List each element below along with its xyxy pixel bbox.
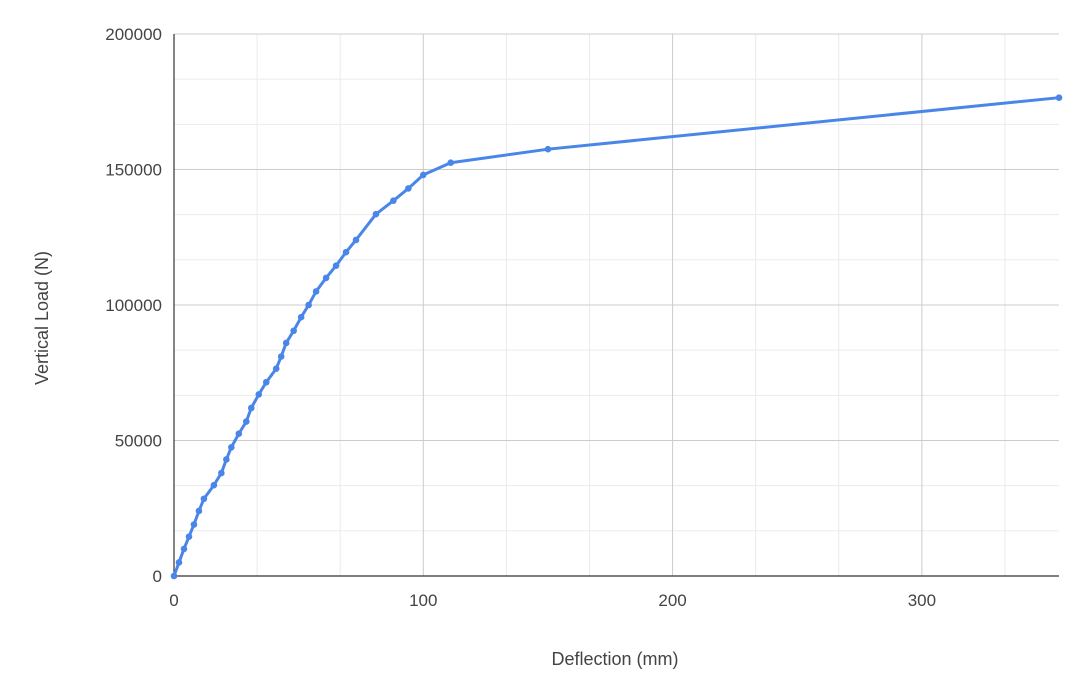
data-point [262, 378, 270, 386]
y-tick-label: 150000 [105, 161, 162, 180]
data-point [185, 533, 193, 541]
data-point [180, 545, 188, 553]
series-layer [170, 94, 1063, 580]
x-tick-label: 0 [169, 591, 178, 610]
data-point [290, 327, 297, 335]
y-axis-title: Vertical Load (N) [32, 251, 52, 385]
x-tick-label: 300 [908, 591, 936, 610]
x-axis-title: Deflection (mm) [551, 649, 678, 669]
data-point [390, 197, 397, 204]
data-point [255, 391, 263, 398]
data-point [170, 572, 178, 580]
data-point [195, 507, 203, 515]
data-point [247, 404, 255, 412]
x-tick-label: 200 [658, 591, 686, 610]
data-point [372, 210, 380, 218]
data-point [223, 456, 230, 463]
series-line [172, 96, 1061, 578]
data-point [352, 236, 360, 244]
data-point [200, 495, 208, 503]
y-tick-label: 200000 [105, 25, 162, 44]
tick-labels: 0 100 200 300 0 50000 100000 150000 200000 [105, 25, 936, 610]
data-point [419, 171, 427, 179]
data-point [305, 301, 312, 309]
data-point [405, 185, 412, 192]
y-tick-label: 0 [153, 567, 162, 586]
data-point [312, 288, 320, 295]
data-point [332, 262, 340, 270]
data-point [342, 248, 350, 256]
data-point [322, 274, 330, 282]
data-point [218, 469, 225, 477]
data-point [242, 418, 250, 425]
data-point [447, 159, 455, 167]
y-tick-label: 100000 [105, 296, 162, 315]
y-tick-label: 50000 [115, 432, 162, 451]
data-point [1055, 94, 1063, 101]
data-point [190, 521, 198, 528]
data-point [297, 313, 305, 321]
x-tick-label: 100 [409, 591, 437, 610]
data-point [544, 145, 552, 153]
data-point [228, 443, 235, 451]
data-point [282, 339, 290, 347]
data-point [175, 559, 183, 566]
data-point [277, 353, 285, 360]
data-point [210, 481, 218, 489]
data-point [272, 365, 280, 372]
data-point [235, 430, 243, 438]
gridlines [174, 33, 1059, 576]
axes [173, 34, 1059, 577]
